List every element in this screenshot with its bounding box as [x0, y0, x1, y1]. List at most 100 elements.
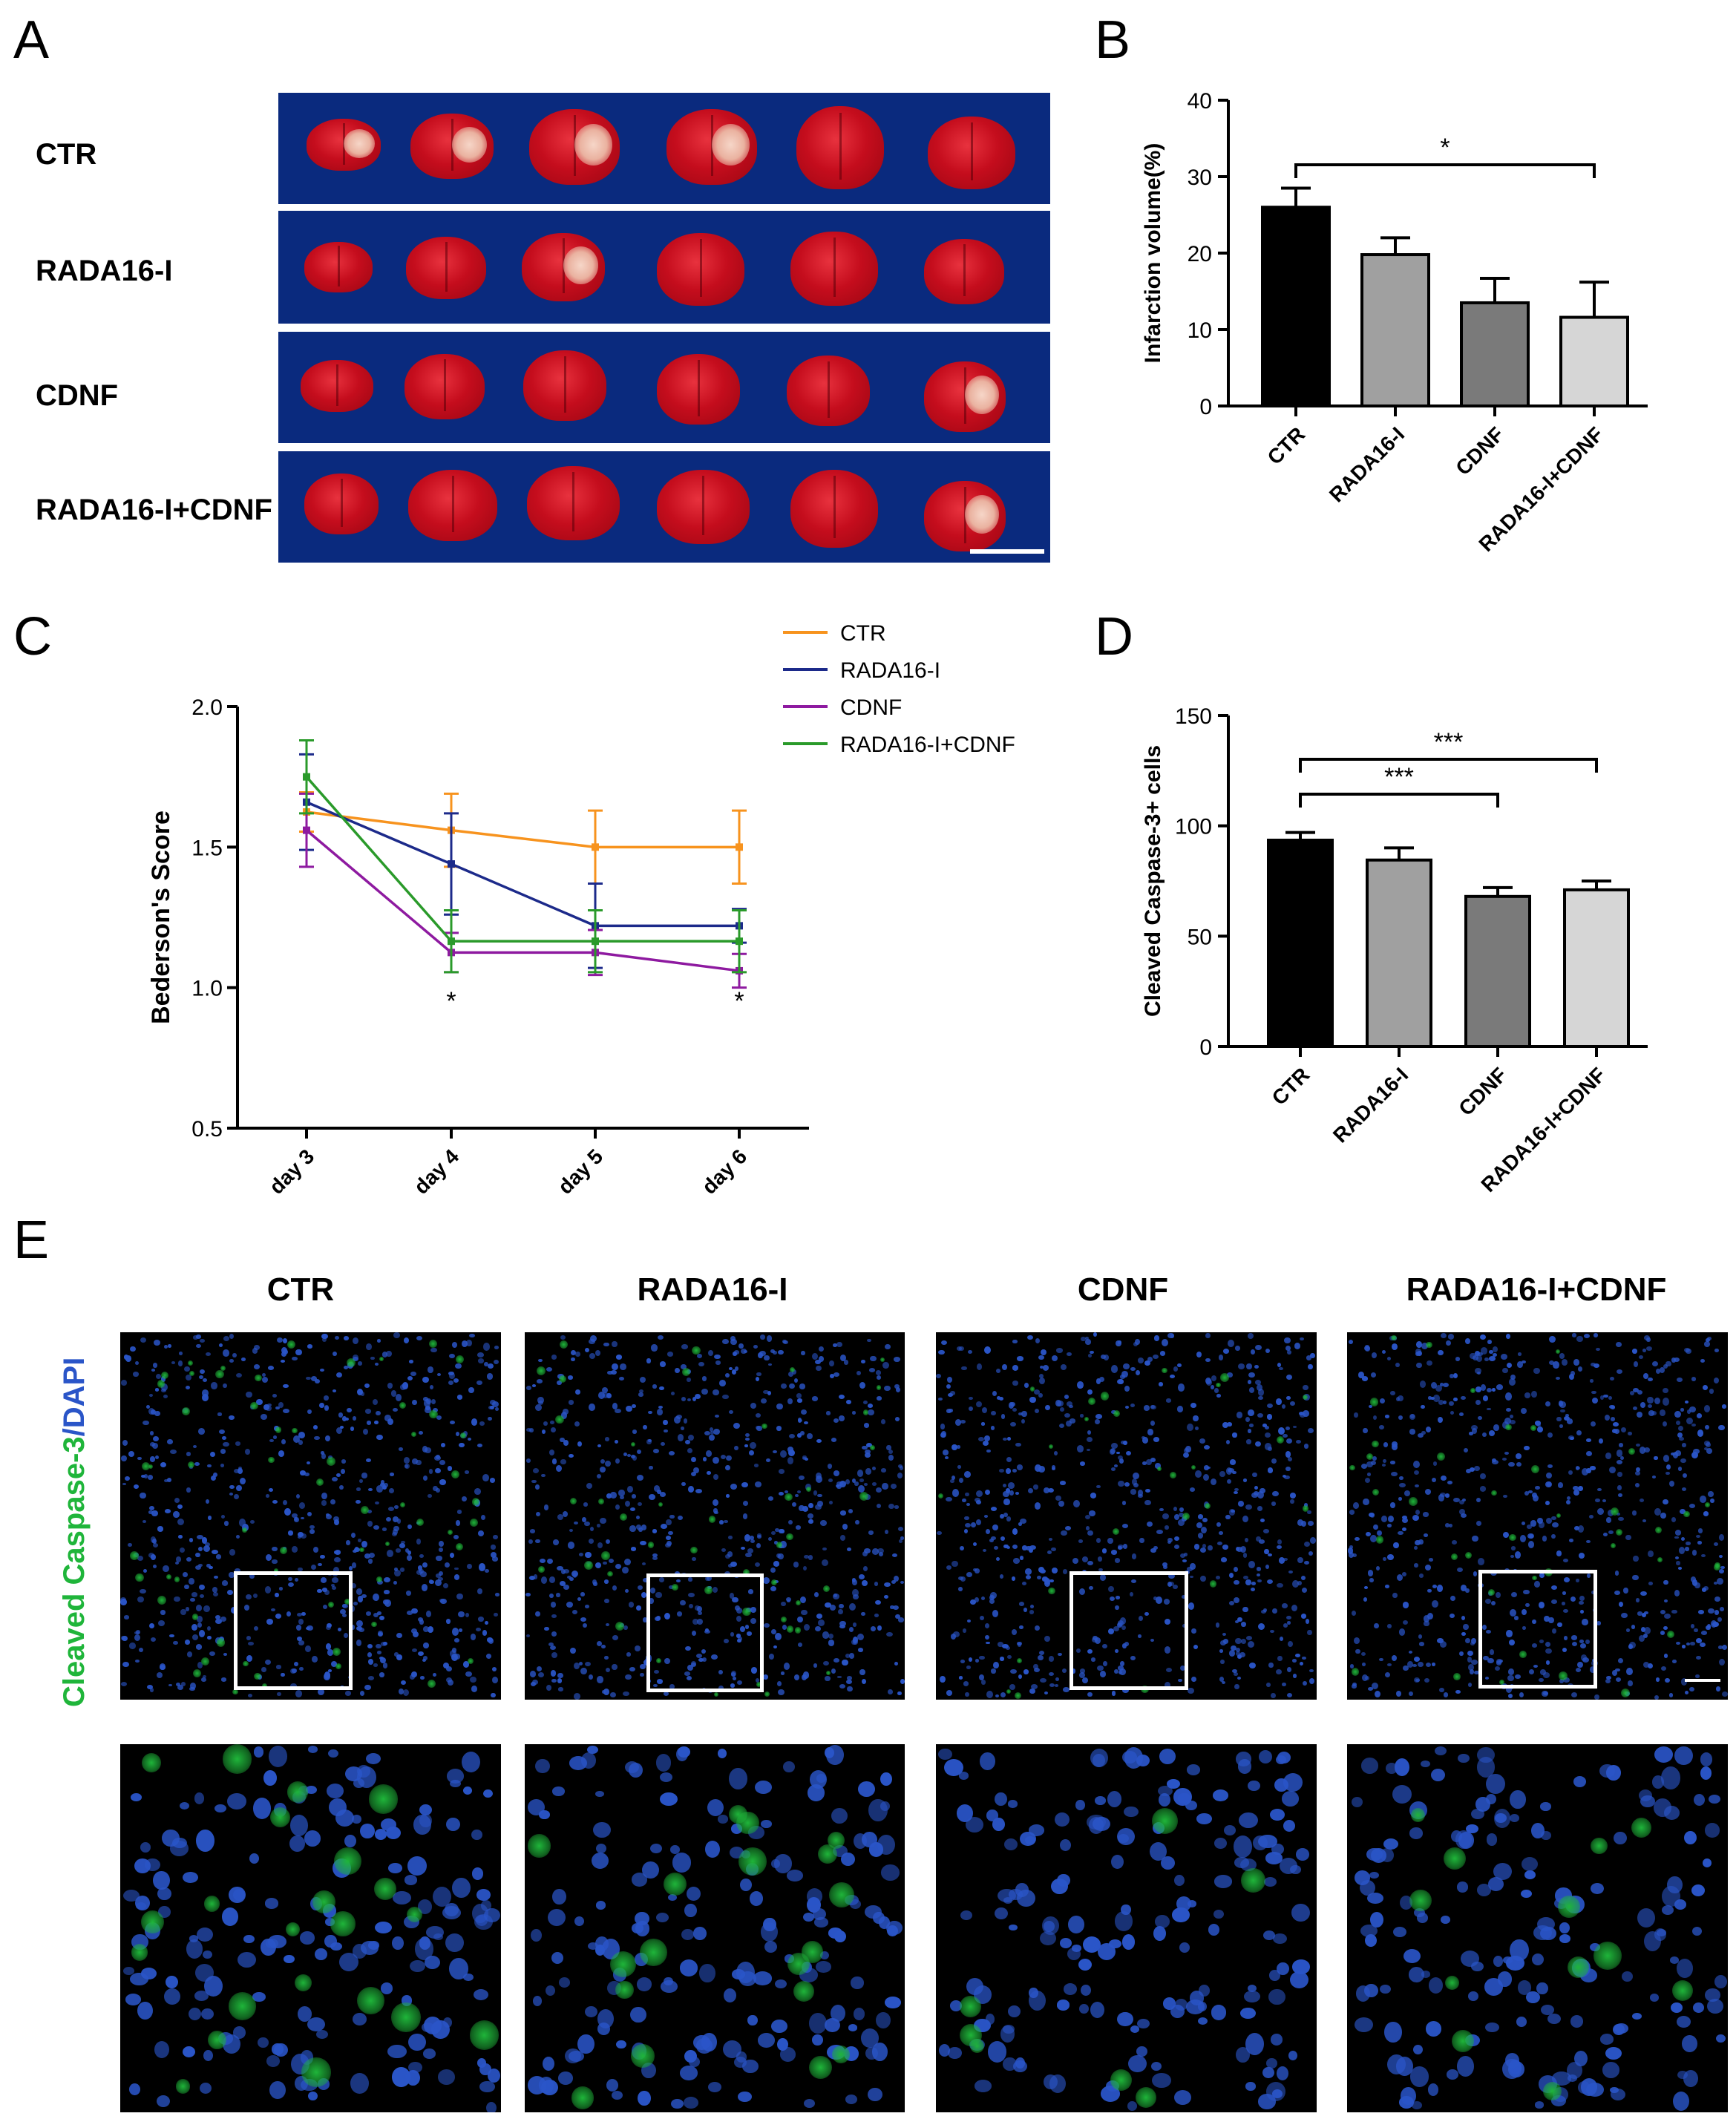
dapi-nucleus: [1283, 1433, 1288, 1438]
dapi-nucleus: [446, 1769, 464, 1784]
caspase-positive-cell: [467, 1657, 474, 1664]
dapi-nucleus: [1577, 1366, 1583, 1372]
dapi-nucleus: [350, 1625, 356, 1630]
dapi-nucleus: [1133, 1472, 1139, 1480]
dapi-nucleus: [1010, 1421, 1017, 1427]
dapi-nucleus: [134, 1631, 140, 1635]
dapi-nucleus: [149, 1431, 154, 1436]
dapi-nucleus: [301, 1612, 306, 1617]
caspase-positive-cell: [880, 1357, 885, 1363]
dapi-nucleus: [1121, 1501, 1127, 1506]
dapi-nucleus: [1250, 1587, 1255, 1591]
dapi-nucleus: [1219, 1471, 1225, 1477]
dapi-nucleus: [948, 2047, 962, 2059]
dapi-nucleus: [219, 1429, 225, 1435]
dapi-nucleus: [577, 1441, 583, 1447]
dapi-nucleus: [797, 1398, 802, 1403]
caspase-positive-cell: [1705, 1502, 1710, 1508]
dapi-nucleus: [333, 1556, 341, 1562]
dapi-nucleus: [754, 1481, 761, 1487]
dapi-nucleus: [1651, 1360, 1659, 1367]
dapi-nucleus: [1615, 1668, 1620, 1672]
dapi-nucleus: [552, 1888, 566, 1905]
dapi-nucleus: [1158, 1792, 1171, 1807]
dapi-nucleus: [688, 1577, 692, 1582]
dapi-nucleus: [1370, 1372, 1376, 1378]
dapi-nucleus: [462, 1496, 468, 1502]
dapi-nucleus: [1681, 1487, 1686, 1492]
dapi-nucleus: [1282, 1682, 1286, 1686]
dapi-nucleus: [1663, 1579, 1668, 1585]
dapi-nucleus: [422, 1659, 427, 1663]
dapi-nucleus: [404, 1875, 417, 1885]
dapi-nucleus: [1144, 1611, 1149, 1616]
dapi-nucleus: [332, 1389, 336, 1393]
dapi-nucleus: [1665, 1464, 1671, 1470]
dapi-nucleus: [1684, 1690, 1689, 1694]
dapi-nucleus: [1182, 1452, 1189, 1458]
dapi-nucleus: [148, 1510, 153, 1514]
dapi-nucleus: [839, 1620, 846, 1626]
dapi-nucleus: [238, 1952, 257, 1968]
dapi-nucleus: [1245, 1416, 1251, 1422]
dapi-nucleus: [1694, 1628, 1698, 1633]
dapi-nucleus: [367, 1643, 373, 1648]
dapi-nucleus: [297, 1536, 301, 1539]
series-line: [306, 801, 739, 928]
dapi-nucleus: [1418, 1539, 1424, 1545]
dapi-nucleus: [1265, 1565, 1270, 1570]
dapi-nucleus: [586, 1482, 592, 1489]
dapi-nucleus: [1247, 1640, 1254, 1648]
caspase-positive-cell: [831, 2045, 851, 2064]
dapi-nucleus: [385, 1826, 402, 1839]
dapi-nucleus: [1154, 1915, 1170, 1929]
dapi-nucleus: [1107, 1628, 1114, 1635]
dapi-nucleus: [431, 1399, 436, 1405]
dapi-nucleus: [640, 1540, 646, 1545]
dapi-nucleus: [1196, 1352, 1202, 1358]
dapi-nucleus: [535, 1539, 540, 1544]
dapi-nucleus: [710, 1430, 715, 1435]
dapi-nucleus: [1706, 1623, 1712, 1629]
dapi-nucleus: [1129, 1592, 1133, 1597]
dapi-nucleus: [268, 1488, 274, 1493]
dapi-nucleus: [548, 1594, 554, 1599]
dapi-nucleus: [1064, 1412, 1071, 1418]
dapi-nucleus: [1518, 1980, 1532, 1995]
dapi-nucleus: [1281, 1404, 1285, 1409]
dapi-nucleus: [300, 1516, 305, 1520]
dapi-nucleus: [595, 1945, 605, 1956]
dapi-nucleus: [1524, 1392, 1530, 1398]
dapi-nucleus: [1522, 1360, 1527, 1364]
dapi-nucleus: [537, 1379, 543, 1383]
dapi-nucleus: [428, 1494, 432, 1498]
dapi-nucleus: [1654, 1746, 1674, 1763]
dapi-nucleus: [282, 1337, 288, 1344]
caspase-positive-cell: [822, 1585, 830, 1592]
dapi-nucleus: [1200, 1548, 1207, 1553]
dapi-nucleus: [212, 1592, 218, 1596]
dapi-nucleus: [190, 1597, 195, 1602]
caspase-positive-cell: [1559, 1671, 1568, 1680]
dapi-nucleus: [1654, 1694, 1659, 1700]
roi-box: [1070, 1571, 1188, 1690]
dapi-nucleus: [376, 1650, 382, 1654]
dapi-nucleus: [1162, 1562, 1168, 1568]
dapi-nucleus: [308, 2092, 318, 2101]
dapi-nucleus: [649, 1494, 655, 1501]
dapi-nucleus: [551, 1951, 564, 1965]
dapi-nucleus: [787, 1457, 794, 1464]
dapi-nucleus: [1456, 2056, 1474, 2077]
caspase-positive-cell: [859, 1492, 869, 1501]
dapi-nucleus: [830, 1604, 836, 1611]
dapi-nucleus: [796, 1433, 802, 1438]
dapi-nucleus: [884, 1582, 891, 1587]
dapi-nucleus: [1284, 1337, 1291, 1344]
dapi-nucleus: [624, 1588, 629, 1594]
dapi-nucleus: [1263, 1877, 1277, 1887]
dapi-nucleus: [151, 1510, 158, 1516]
dapi-nucleus: [479, 2063, 491, 2076]
dapi-nucleus: [195, 1552, 200, 1558]
dapi-nucleus: [1085, 1525, 1090, 1530]
dapi-nucleus: [966, 1665, 972, 1669]
